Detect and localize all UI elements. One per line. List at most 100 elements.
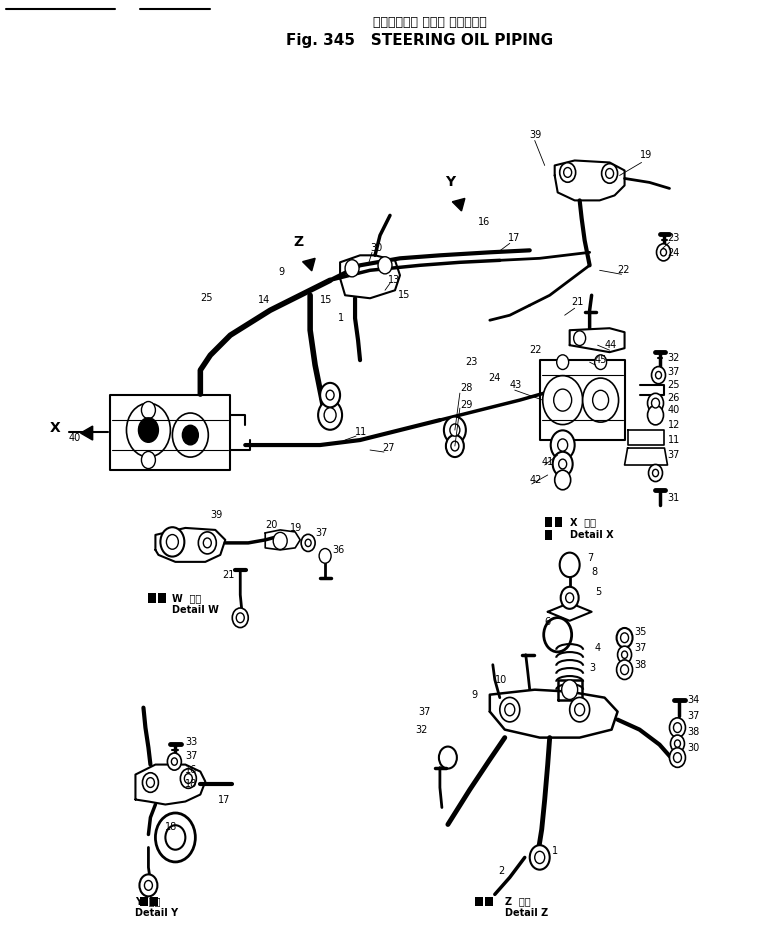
Circle shape <box>444 416 466 444</box>
Text: 4: 4 <box>594 643 601 652</box>
Circle shape <box>669 748 685 767</box>
Text: 23: 23 <box>668 233 680 244</box>
Circle shape <box>126 403 170 457</box>
Circle shape <box>574 330 586 346</box>
Circle shape <box>505 703 515 716</box>
Bar <box>544 517 552 527</box>
Circle shape <box>326 390 334 400</box>
Circle shape <box>557 355 569 369</box>
Circle shape <box>593 390 608 410</box>
Circle shape <box>561 587 578 609</box>
Circle shape <box>142 451 156 468</box>
Text: 40: 40 <box>69 433 81 443</box>
Circle shape <box>439 747 457 768</box>
Circle shape <box>378 257 392 274</box>
Circle shape <box>305 539 311 547</box>
Circle shape <box>652 469 658 477</box>
Circle shape <box>617 628 632 648</box>
Text: 40: 40 <box>668 405 680 415</box>
Bar <box>475 897 483 906</box>
Text: 37: 37 <box>668 450 680 460</box>
Text: 22: 22 <box>530 346 542 355</box>
Text: 20: 20 <box>265 520 278 530</box>
Circle shape <box>651 398 659 408</box>
Text: 1: 1 <box>338 313 344 323</box>
Circle shape <box>674 723 681 733</box>
Bar <box>554 517 562 527</box>
Circle shape <box>324 408 336 422</box>
Circle shape <box>566 593 574 602</box>
Circle shape <box>236 613 244 623</box>
Text: 10: 10 <box>495 675 507 684</box>
Circle shape <box>621 632 628 643</box>
Circle shape <box>451 441 459 451</box>
Circle shape <box>617 660 632 680</box>
Text: 5: 5 <box>596 587 602 597</box>
Text: 34: 34 <box>688 695 700 704</box>
Circle shape <box>166 534 179 549</box>
Circle shape <box>166 825 186 850</box>
Text: X  図面: X 図面 <box>570 517 596 527</box>
Text: 15: 15 <box>398 290 410 300</box>
Circle shape <box>559 459 567 469</box>
Circle shape <box>142 401 156 418</box>
Text: 25: 25 <box>200 294 213 303</box>
Text: 27: 27 <box>382 443 394 453</box>
Text: 11: 11 <box>668 435 680 445</box>
Circle shape <box>146 778 155 787</box>
Text: 15: 15 <box>320 295 333 305</box>
Text: Fig. 345   STEERING OIL PIPING: Fig. 345 STEERING OIL PIPING <box>286 33 554 48</box>
Text: 37: 37 <box>688 711 700 720</box>
Text: 8: 8 <box>591 566 598 577</box>
Circle shape <box>583 378 618 422</box>
Text: 39: 39 <box>530 130 542 141</box>
Circle shape <box>203 538 211 548</box>
Text: 24: 24 <box>668 248 680 259</box>
Text: 11: 11 <box>355 427 367 437</box>
Circle shape <box>557 439 567 451</box>
Circle shape <box>674 752 681 763</box>
Text: 37: 37 <box>668 367 680 378</box>
Text: 36: 36 <box>332 545 344 555</box>
Text: 7: 7 <box>588 553 594 563</box>
Circle shape <box>544 617 571 652</box>
Text: 33: 33 <box>186 736 198 747</box>
Text: 37: 37 <box>634 643 647 652</box>
Text: 12: 12 <box>668 420 680 430</box>
Text: 28: 28 <box>460 383 472 393</box>
Text: 38: 38 <box>634 660 647 669</box>
Text: 44: 44 <box>604 340 617 350</box>
Circle shape <box>560 552 580 577</box>
Circle shape <box>551 430 574 460</box>
Text: 25: 25 <box>668 380 680 390</box>
Circle shape <box>657 244 671 261</box>
Text: 18: 18 <box>166 822 178 833</box>
Text: 6: 6 <box>544 616 551 627</box>
Text: 1: 1 <box>551 847 557 856</box>
Circle shape <box>561 680 578 700</box>
Circle shape <box>574 703 584 716</box>
Bar <box>159 594 166 603</box>
Text: ステアリング オイル パイピング: ステアリング オイル パイピング <box>373 16 487 29</box>
Circle shape <box>301 534 315 551</box>
Text: 37: 37 <box>186 750 198 761</box>
Text: 39: 39 <box>210 510 223 520</box>
Text: Detail Z: Detail Z <box>505 908 548 919</box>
Text: 35: 35 <box>634 627 647 637</box>
Circle shape <box>554 470 571 490</box>
Circle shape <box>199 531 216 554</box>
Text: 38: 38 <box>688 727 700 736</box>
Circle shape <box>180 768 196 788</box>
Circle shape <box>560 162 576 182</box>
Text: 41: 41 <box>542 457 554 467</box>
Circle shape <box>450 424 460 436</box>
Circle shape <box>142 773 159 792</box>
Circle shape <box>318 400 342 430</box>
Circle shape <box>184 774 192 784</box>
Circle shape <box>139 418 159 443</box>
Text: 22: 22 <box>618 265 630 276</box>
Circle shape <box>553 452 573 477</box>
Text: 24: 24 <box>488 373 500 383</box>
Polygon shape <box>452 198 465 211</box>
Text: 30: 30 <box>370 244 382 253</box>
